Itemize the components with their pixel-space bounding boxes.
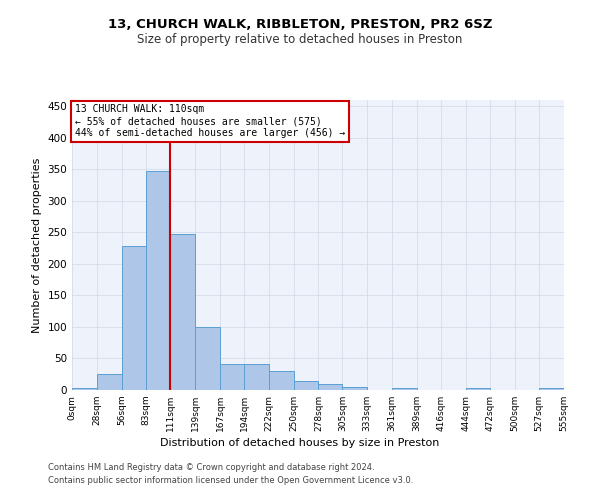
Bar bbox=[122, 246, 146, 390]
Bar bbox=[343, 387, 367, 390]
Text: Size of property relative to detached houses in Preston: Size of property relative to detached ho… bbox=[137, 32, 463, 46]
Bar bbox=[72, 388, 97, 390]
Bar bbox=[392, 388, 417, 390]
Text: Contains HM Land Registry data © Crown copyright and database right 2024.: Contains HM Land Registry data © Crown c… bbox=[48, 464, 374, 472]
Bar bbox=[220, 364, 244, 390]
Bar bbox=[244, 364, 269, 390]
Text: 13, CHURCH WALK, RIBBLETON, PRESTON, PR2 6SZ: 13, CHURCH WALK, RIBBLETON, PRESTON, PR2… bbox=[108, 18, 492, 30]
Bar bbox=[319, 384, 343, 390]
Bar bbox=[170, 234, 195, 390]
Text: Contains public sector information licensed under the Open Government Licence v3: Contains public sector information licen… bbox=[48, 476, 413, 485]
Bar bbox=[539, 388, 564, 390]
Text: 13 CHURCH WALK: 110sqm
← 55% of detached houses are smaller (575)
44% of semi-de: 13 CHURCH WALK: 110sqm ← 55% of detached… bbox=[74, 104, 345, 138]
Bar bbox=[97, 374, 122, 390]
Y-axis label: Number of detached properties: Number of detached properties bbox=[32, 158, 42, 332]
Bar bbox=[466, 388, 490, 390]
Bar bbox=[195, 327, 220, 390]
Bar bbox=[293, 381, 319, 390]
Bar bbox=[146, 171, 170, 390]
Bar bbox=[269, 371, 293, 390]
Text: Distribution of detached houses by size in Preston: Distribution of detached houses by size … bbox=[160, 438, 440, 448]
